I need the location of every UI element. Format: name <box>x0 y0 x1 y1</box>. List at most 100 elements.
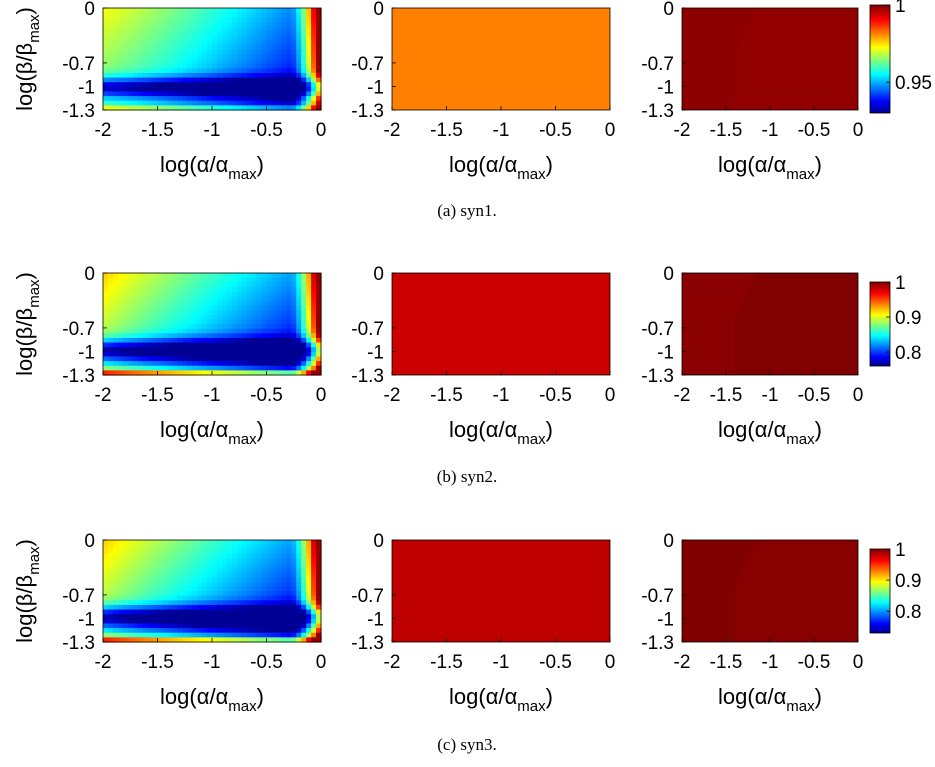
heatmap-cell <box>256 54 263 60</box>
heatmap-cell <box>137 628 144 634</box>
heatmap-cell <box>112 86 119 93</box>
heatmap-cell <box>152 563 159 569</box>
heatmap-cell <box>172 558 178 564</box>
heatmap-cell <box>132 356 139 362</box>
heatmap-cell <box>286 91 292 97</box>
heatmap-cell <box>251 314 258 320</box>
heatmap-cell <box>271 623 277 629</box>
heatmap-cell <box>137 595 144 601</box>
heatmap-cell <box>256 91 263 97</box>
heatmap-cell <box>256 623 263 629</box>
heatmap-cell <box>127 577 134 583</box>
heatmap-cell <box>187 549 193 555</box>
heatmap-cell <box>286 26 292 32</box>
heatmap-cell <box>226 305 233 311</box>
heatmap-cell <box>231 314 238 320</box>
heatmap-cell <box>246 12 253 18</box>
heatmap-cell <box>271 637 277 643</box>
heatmap-cell <box>212 351 218 358</box>
heatmap-cell <box>187 351 193 358</box>
heatmap-cell <box>311 623 317 629</box>
heatmap-cell <box>177 91 183 97</box>
heatmap-cell <box>231 328 238 334</box>
heatmap-cell <box>152 91 159 97</box>
heatmap-cell <box>207 314 213 320</box>
heatmap-cell <box>246 91 253 97</box>
heatmap-cell <box>207 105 213 111</box>
heatmap-cell <box>311 300 317 307</box>
heatmap-cell <box>127 586 134 592</box>
heatmap-cell <box>266 586 273 592</box>
heatmap-cell <box>301 623 307 629</box>
heatmap-cell <box>251 100 258 106</box>
heatmap-cell <box>271 54 277 60</box>
heatmap-cell <box>231 604 238 611</box>
heatmap-cell <box>271 604 277 611</box>
heatmap-cell <box>162 96 168 102</box>
heatmap-cell <box>177 63 183 69</box>
heatmap-cell <box>177 282 183 288</box>
y-tick-label: -0.7 <box>62 54 95 75</box>
heatmap-cell <box>112 342 119 348</box>
heatmap-cell <box>261 586 268 592</box>
heatmap-cell <box>167 577 173 583</box>
heatmap-cell <box>107 310 114 316</box>
heatmap-cell <box>107 21 114 28</box>
heatmap-cell <box>266 347 273 353</box>
heatmap-cell <box>172 314 178 320</box>
heatmap-cell <box>127 333 134 339</box>
y-tick-label: -0.7 <box>351 319 384 340</box>
heatmap-cell <box>127 361 134 367</box>
heatmap-cell <box>172 540 178 546</box>
heatmap-cell <box>162 45 168 51</box>
heatmap-cell <box>226 45 233 51</box>
heatmap-cell <box>271 273 277 279</box>
heatmap-cell <box>296 45 302 51</box>
heatmap-cell <box>226 91 233 97</box>
heatmap-cell <box>157 21 164 28</box>
heatmap-cell <box>256 540 263 546</box>
heatmap-cell <box>117 558 124 564</box>
heatmap-cell <box>301 296 307 302</box>
heatmap-cell <box>103 35 109 42</box>
heatmap-cell <box>226 618 233 625</box>
heatmap-cell <box>251 291 258 297</box>
heatmap-cell <box>276 347 282 353</box>
heatmap-cell <box>276 68 282 74</box>
heatmap-cell <box>122 333 129 339</box>
heatmap-cell <box>286 105 292 111</box>
heatmap-cell <box>107 337 114 344</box>
heatmap-cell <box>177 26 183 32</box>
heatmap-cell <box>167 365 173 371</box>
heatmap-cell <box>296 49 302 55</box>
heatmap-cell <box>296 609 302 615</box>
heatmap-cell <box>226 365 233 371</box>
heatmap-cell <box>276 577 282 583</box>
heatmap-cell <box>127 100 134 106</box>
heatmap-cell <box>117 609 124 615</box>
heatmap-cell <box>127 296 134 302</box>
heatmap-cell <box>103 337 109 344</box>
heatmap-cell <box>212 544 218 550</box>
heatmap-cell <box>241 553 248 560</box>
heatmap-cell <box>122 595 129 601</box>
heatmap-cell <box>221 100 228 106</box>
heatmap-cell <box>291 328 297 334</box>
heatmap-cell <box>207 300 213 307</box>
heatmap-cell <box>231 45 238 51</box>
heatmap-cell <box>221 577 228 583</box>
heatmap-cell <box>167 604 173 611</box>
heatmap-cell <box>286 333 292 339</box>
heatmap-cell <box>296 291 302 297</box>
heatmap-cell <box>296 82 302 88</box>
heatmap-cell <box>226 572 233 578</box>
heatmap-cell <box>236 300 243 307</box>
heatmap-cell <box>281 82 287 88</box>
figure-row: 0-0.7-1-1.3-2 -1.5 -1 -0.5 0log(α/αmax)log(β… <box>12 264 921 486</box>
heatmap-cell <box>172 553 178 560</box>
heatmap-cell <box>103 68 109 74</box>
heatmap-cell <box>221 553 228 560</box>
heatmap-cell <box>103 310 109 316</box>
heatmap-cell <box>167 586 173 592</box>
heatmap-cell <box>271 49 277 55</box>
